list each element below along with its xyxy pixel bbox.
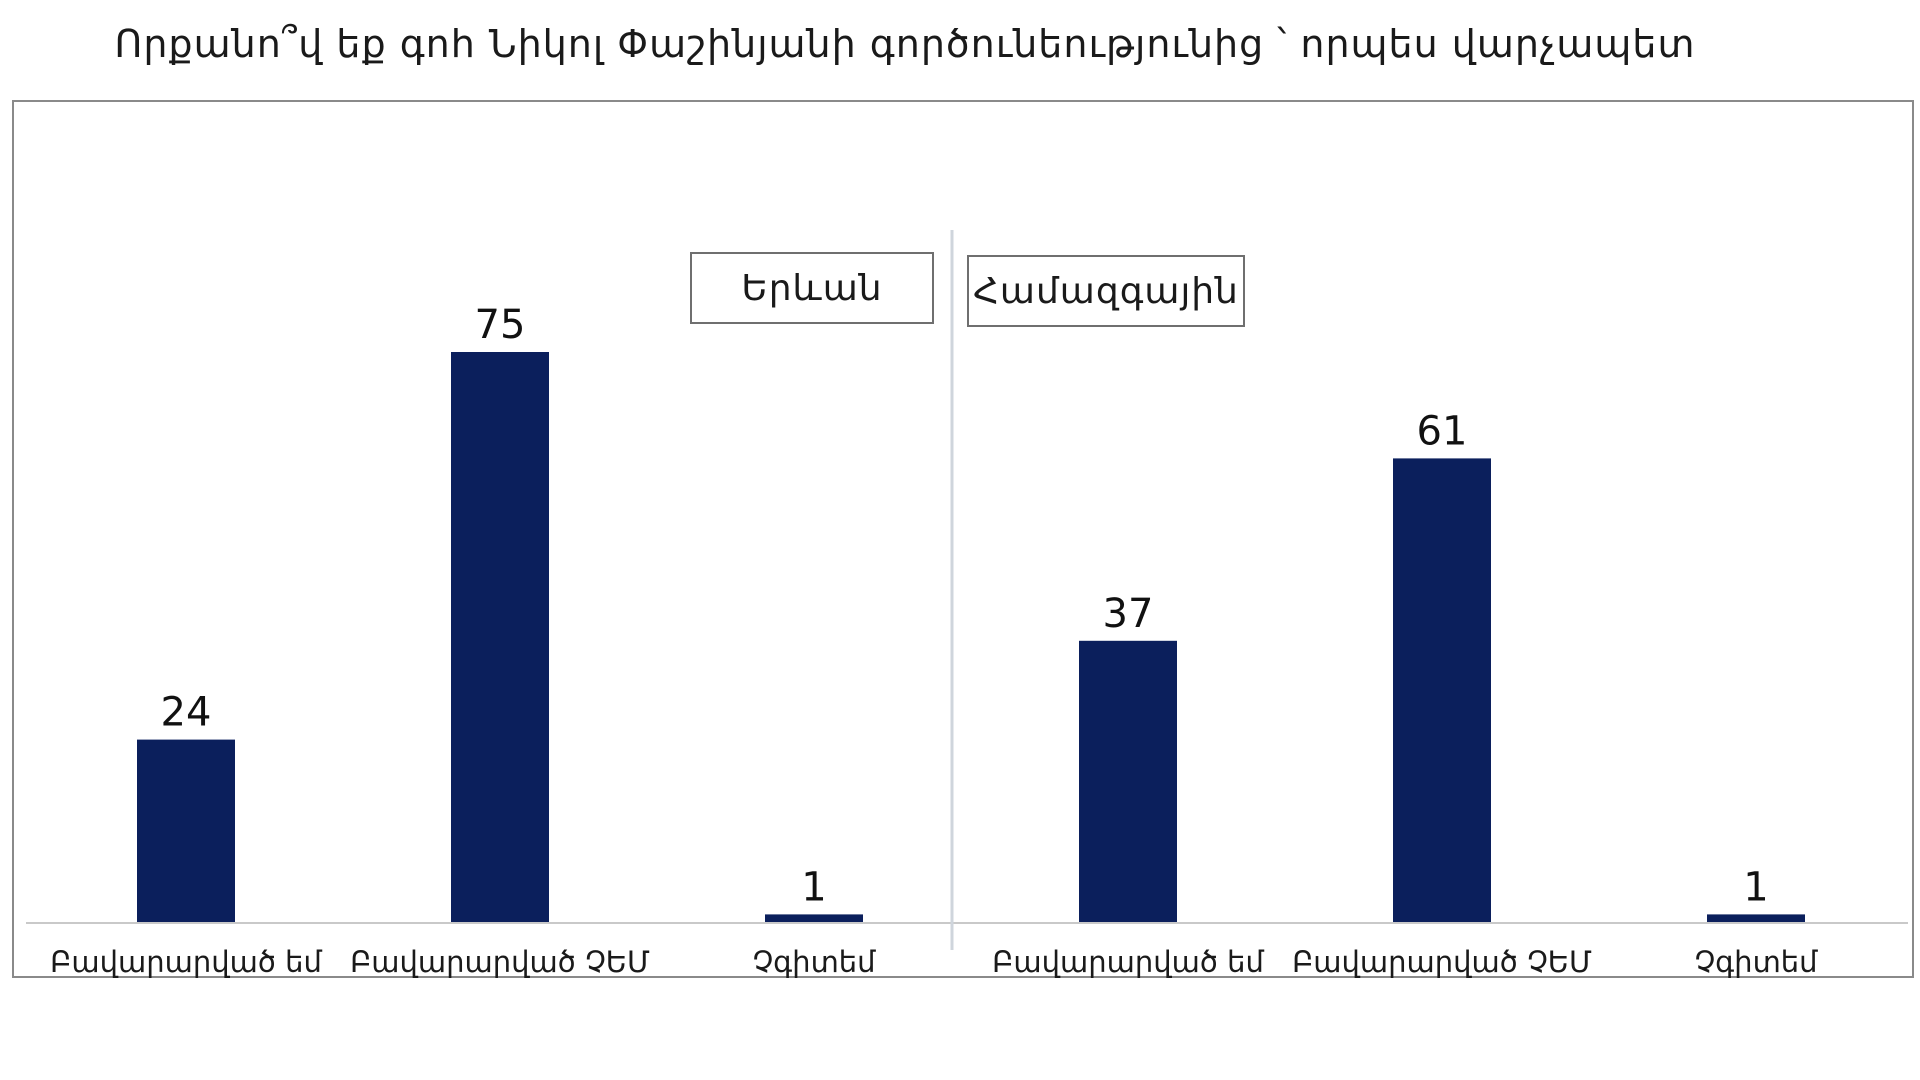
panel-label-national: Համազգային [967, 255, 1245, 327]
bar [1079, 640, 1177, 922]
panel-label-yerevan: Երևան [690, 252, 934, 324]
x-tick-label: Բավարարված եմ [992, 945, 1264, 979]
bar [451, 352, 549, 922]
bar [765, 914, 863, 922]
bar [1393, 458, 1491, 922]
data-label: 75 [475, 302, 526, 348]
data-label: 1 [801, 864, 826, 910]
bar [137, 739, 235, 922]
bar [1707, 914, 1805, 922]
data-label: 37 [1103, 591, 1154, 637]
x-tick-label: Չգիտեմ [1694, 945, 1818, 979]
chart-title: Որքանո՞վ եք գոհ Նիկոլ Փաշինյանի գործունե… [114, 22, 1696, 66]
x-tick-label: Բավարարված ՉԵՄ [350, 945, 650, 979]
x-tick-label: Բավարարված ՉԵՄ [1292, 945, 1592, 979]
x-tick-label: Բավարարված եմ [50, 945, 322, 979]
data-label: 24 [161, 690, 212, 736]
data-label: 1 [1743, 864, 1768, 910]
x-tick-label: Չգիտեմ [752, 945, 876, 979]
plot-area-frame [12, 100, 1914, 978]
data-label: 61 [1417, 408, 1468, 454]
